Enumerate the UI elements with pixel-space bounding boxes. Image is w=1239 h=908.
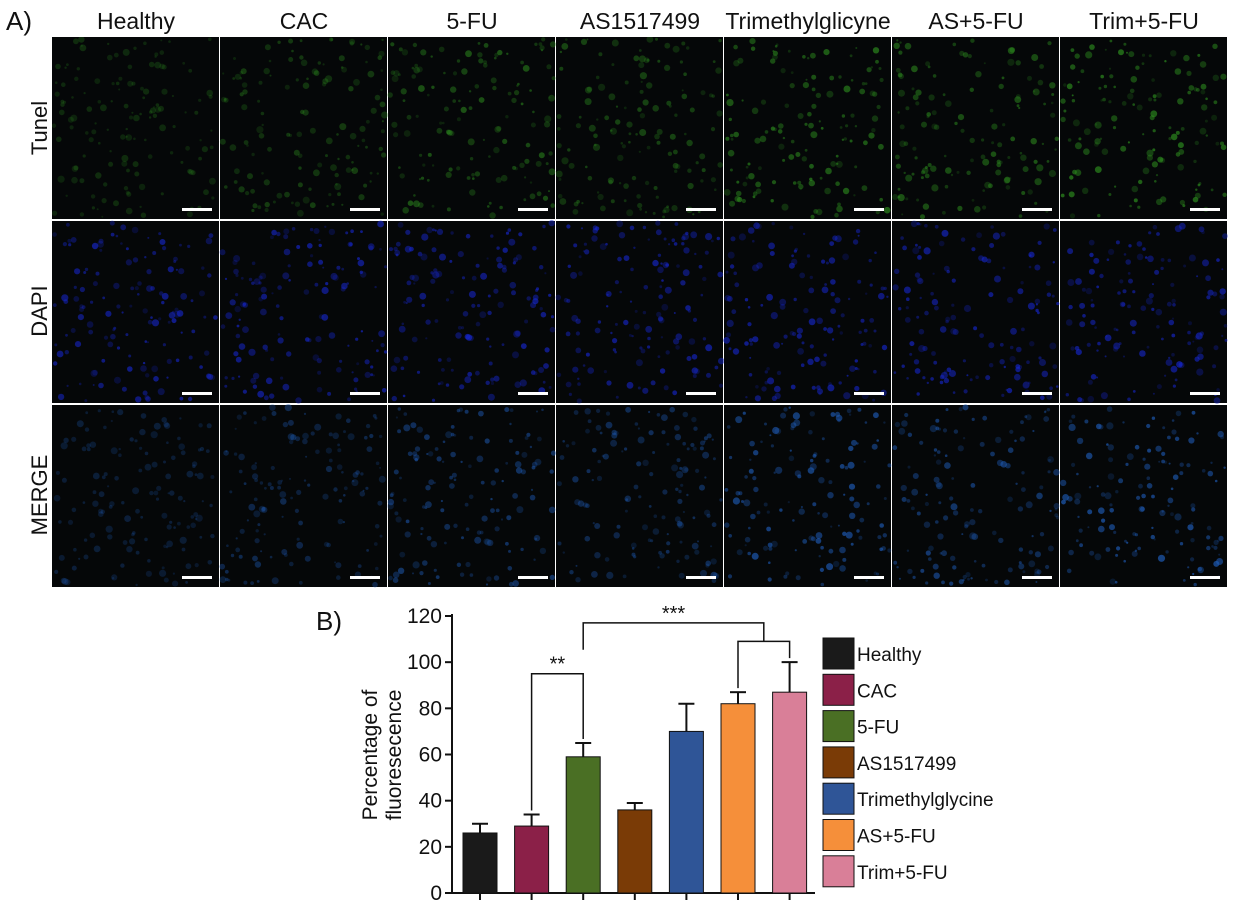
scale-bar — [1190, 576, 1220, 579]
row-title-dapi: DAPI — [27, 285, 52, 337]
scale-bar — [518, 392, 548, 395]
column-title-as-5fu: AS+5-FU — [928, 8, 1024, 34]
scale-bar — [350, 576, 380, 579]
micrograph-dapi-7 — [1060, 221, 1228, 404]
significance-bracket-1 — [530, 672, 584, 811]
scale-bar — [854, 392, 884, 395]
scale-bar — [686, 392, 716, 395]
bar-trim-5-fu — [772, 691, 808, 894]
significance-label-1: ** — [550, 654, 566, 676]
micrograph-merge-7 — [1060, 405, 1227, 587]
legend-swatch-5 — [822, 782, 855, 815]
micrograph-merge-1 — [52, 405, 219, 587]
scale-bar — [182, 576, 212, 579]
scale-bar — [854, 576, 884, 579]
y-tick-label: 0 — [430, 882, 442, 905]
micrograph-dapi-5 — [723, 221, 891, 403]
legend-swatch-4 — [822, 746, 855, 779]
scale-bar — [1190, 208, 1220, 211]
micrograph-merge-6 — [892, 404, 1060, 587]
legend-label-2: CAC — [857, 681, 897, 702]
scale-bar — [350, 208, 380, 211]
micrograph-tunel-4 — [555, 37, 723, 219]
y-tick-label: 100 — [407, 651, 442, 674]
scale-bar — [518, 576, 548, 579]
bar-as-5-fu — [720, 703, 756, 894]
bar-healthy — [462, 832, 498, 894]
scale-bar — [1022, 208, 1052, 211]
bar-5-fu — [565, 756, 601, 894]
panel-a-label: A) — [6, 6, 32, 36]
scale-bar — [1022, 392, 1052, 395]
scale-bar — [686, 208, 716, 211]
micrograph-tunel-2 — [219, 37, 389, 219]
micrograph-tunel-3 — [387, 37, 557, 219]
y-tick-label: 60 — [419, 744, 442, 767]
column-title-cac: CAC — [279, 8, 329, 34]
significance-label-2: *** — [662, 603, 686, 625]
micrograph-tunel-6 — [892, 37, 1059, 220]
row-title-merge: MERGE — [27, 454, 52, 536]
scale-bar — [518, 208, 548, 211]
scale-bar — [350, 392, 380, 395]
legend-swatch-3 — [822, 710, 855, 743]
panel-b-label: B) — [316, 606, 342, 636]
scale-bar — [1022, 576, 1052, 579]
legend-swatch-7 — [822, 855, 855, 888]
y-tick-label: 20 — [419, 836, 442, 859]
micrograph-merge-5 — [724, 405, 892, 587]
micrograph-grid — [52, 37, 1228, 588]
legend-label-1: Healthy — [857, 645, 922, 666]
legend-label-7: Trim+5-FU — [857, 863, 948, 884]
bar-cac — [514, 825, 550, 894]
legend-swatch-2 — [822, 673, 855, 706]
column-title-5fu: 5-FU — [446, 8, 498, 34]
micrograph-dapi-3 — [388, 219, 556, 403]
legend-label-4: AS1517499 — [857, 754, 956, 775]
micrograph-tunel-7 — [1060, 37, 1227, 219]
row-title-tunel: Tunel — [27, 100, 52, 156]
column-title-trimethylglicyne: Trimethylglicyne — [725, 8, 891, 34]
scale-bar — [854, 208, 884, 211]
y-tick-label: 80 — [419, 697, 442, 720]
significance-bracket-2 — [582, 622, 791, 689]
micrograph-merge-3 — [387, 405, 557, 587]
legend-label-5: Trimethylglycine — [857, 790, 994, 811]
y-tick-label: 120 — [407, 605, 442, 628]
micrograph-tunel-5 — [723, 37, 891, 219]
bar-as1517499 — [617, 809, 653, 894]
micrograph-merge-4 — [556, 405, 723, 587]
bar-trimethylglycine — [668, 730, 704, 894]
legend-swatch-1 — [822, 637, 855, 670]
micrograph-dapi-1 — [52, 220, 219, 403]
legend-swatch-6 — [822, 819, 855, 851]
micrograph-dapi-4 — [555, 220, 725, 404]
micrograph-dapi-6 — [892, 220, 1060, 403]
scale-bar — [182, 392, 212, 395]
micrograph-dapi-2 — [219, 220, 388, 404]
legend-label-3: 5-FU — [857, 718, 899, 739]
micrograph-merge-2 — [219, 404, 387, 588]
y-axis-label: Percentage offluoresecence — [359, 689, 406, 820]
legend-label-6: AS+5-FU — [857, 827, 936, 848]
scale-bar — [1190, 392, 1220, 395]
column-title-as1517499: AS1517499 — [579, 8, 701, 34]
column-title-trim-5fu: Trim+5-FU — [1089, 8, 1199, 34]
scale-bar — [686, 576, 716, 579]
column-title-healthy: Healthy — [97, 8, 175, 34]
y-tick-label: 40 — [419, 790, 442, 813]
scale-bar — [182, 208, 212, 211]
micrograph-tunel-1 — [52, 37, 219, 219]
